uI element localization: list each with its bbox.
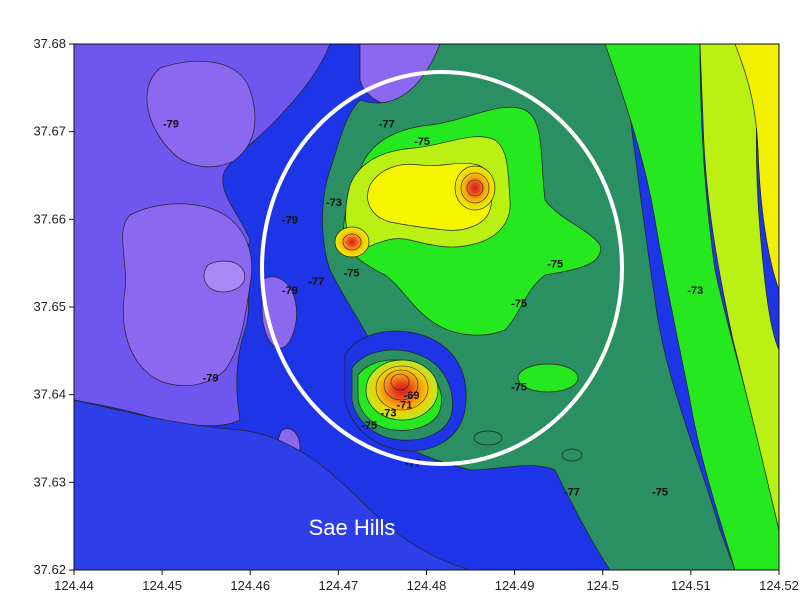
contour-value-label: -79 xyxy=(163,118,179,130)
hotspot-north-east-ring2 xyxy=(466,179,484,197)
x-axis: 124.44 124.45 124.46 124.47 124.48 124.49 124.… xyxy=(54,570,799,593)
place-label: Sae Hills xyxy=(309,515,396,540)
contour-region-blue-west xyxy=(74,399,471,570)
contour-value-label: -75 xyxy=(652,486,668,498)
hotspot-south-ring3 xyxy=(390,373,410,391)
contour-value-label: -75 xyxy=(511,298,527,310)
x-tick-label: 124.49 xyxy=(495,578,535,593)
y-tick-label: 37.62 xyxy=(33,562,66,577)
contour-value-label: -69 xyxy=(404,390,420,402)
contour-value-label: -73 xyxy=(687,285,703,297)
y-tick-label: 37.65 xyxy=(33,299,66,314)
contour-value-label: -71 xyxy=(397,400,413,412)
y-tick-label: 37.66 xyxy=(33,211,66,226)
y-axis: 37.62 37.63 37.64 37.65 37.66 37.67 37.68 xyxy=(33,36,74,577)
contour-value-label: -77 xyxy=(308,276,324,288)
x-tick-label: 124.47 xyxy=(318,578,358,593)
contour-region-green-blob xyxy=(517,363,579,393)
contour-region-deep-purple-1 xyxy=(146,60,256,168)
x-tick-label: 124.52 xyxy=(759,578,799,593)
contour-region-lilac xyxy=(203,260,246,293)
contour-region-green-east xyxy=(604,44,779,570)
x-tick-label: 124.44 xyxy=(54,578,94,593)
y-tick-label: 37.63 xyxy=(33,474,66,489)
contour-value-label: -73 xyxy=(381,408,397,420)
contour-value-label: -77 xyxy=(379,118,395,130)
hotspot-west-ring xyxy=(342,233,362,251)
contour-value-label: -75 xyxy=(361,420,377,432)
contour-value-label: -79 xyxy=(203,373,219,385)
contour-labels: -79 -77-75-73-79-75-77-79-75-75-73-79-75-… xyxy=(163,118,703,498)
contour-region-teal-blob xyxy=(473,430,503,446)
hotspot-west xyxy=(334,226,370,258)
hotspot-south-ring1 xyxy=(375,365,429,411)
contour-value-label: -79 xyxy=(282,285,298,297)
contour-value-label: -79 xyxy=(282,215,298,227)
y-tick-label: 37.67 xyxy=(33,124,66,139)
contour-region-yellow-east xyxy=(734,44,779,291)
y-tick-label: 37.64 xyxy=(33,387,66,402)
contour-region-deep-purple-2 xyxy=(122,203,253,386)
x-tick-label: 124.51 xyxy=(671,578,711,593)
x-tick-label: 124.45 xyxy=(142,578,182,593)
highlight-circle xyxy=(260,70,624,466)
contour-value-label: -75 xyxy=(547,259,563,271)
y-tick-label: 37.68 xyxy=(33,36,66,51)
contour-region-teal-blob-2 xyxy=(561,448,583,462)
contour-value-label: -73 xyxy=(326,197,342,209)
x-tick-label: 124.46 xyxy=(230,578,270,593)
hotspot-north-east xyxy=(454,165,496,211)
hotspot-south-ring2 xyxy=(383,369,419,401)
contour-value-label: -75 xyxy=(511,381,527,393)
hotspot-north-east-ring1 xyxy=(460,172,490,204)
x-tick-label: 124.5 xyxy=(586,578,619,593)
contour-value-label: -75 xyxy=(344,267,360,279)
plot-area: -79 -77-75-73-79-75-77-79-75-75-73-79-75-… xyxy=(74,44,779,570)
contour-value-label: -77 xyxy=(564,486,580,498)
contour-value-label: -75 xyxy=(414,136,430,148)
x-tick-label: 124.48 xyxy=(407,578,447,593)
